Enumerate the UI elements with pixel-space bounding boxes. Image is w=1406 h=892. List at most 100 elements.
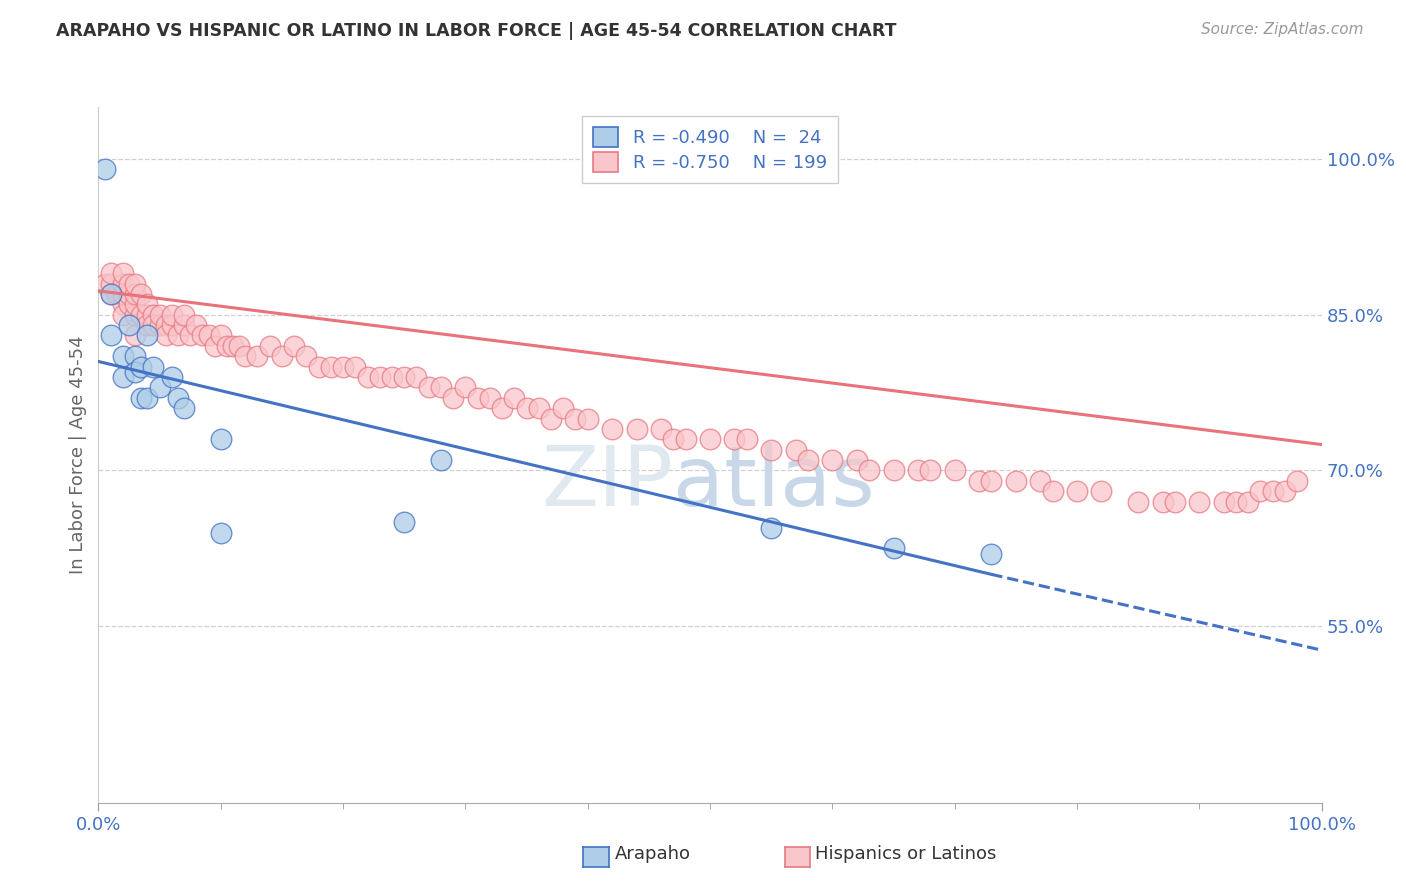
Point bbox=[515, 401, 537, 416]
Point bbox=[1261, 484, 1284, 499]
Point bbox=[209, 525, 232, 540]
Point bbox=[761, 520, 783, 534]
Point bbox=[111, 297, 134, 311]
Point bbox=[967, 474, 990, 488]
Point bbox=[246, 349, 269, 363]
Point bbox=[111, 277, 134, 291]
Point bbox=[405, 370, 427, 384]
Point bbox=[228, 339, 250, 353]
Point bbox=[626, 422, 648, 436]
Point bbox=[124, 287, 146, 301]
Point bbox=[100, 266, 122, 280]
Point bbox=[129, 391, 152, 405]
Point bbox=[124, 328, 146, 343]
Point bbox=[418, 380, 440, 394]
Point bbox=[111, 287, 134, 301]
Point bbox=[124, 365, 146, 379]
Point bbox=[155, 318, 177, 332]
Point bbox=[332, 359, 354, 374]
Point bbox=[124, 277, 146, 291]
Point bbox=[858, 463, 880, 477]
Point bbox=[845, 453, 868, 467]
Point bbox=[222, 339, 245, 353]
Point bbox=[675, 433, 697, 447]
Point bbox=[540, 411, 562, 425]
Point bbox=[204, 339, 226, 353]
Point bbox=[295, 349, 318, 363]
Point bbox=[283, 339, 305, 353]
Point bbox=[1066, 484, 1088, 499]
Point bbox=[118, 277, 141, 291]
Point bbox=[1274, 484, 1296, 499]
Point bbox=[100, 287, 122, 301]
Point bbox=[650, 422, 672, 436]
Point bbox=[319, 359, 342, 374]
Point bbox=[821, 453, 844, 467]
Point bbox=[142, 359, 165, 374]
Point bbox=[111, 266, 134, 280]
Point bbox=[100, 277, 122, 291]
Point bbox=[191, 328, 214, 343]
Point bbox=[136, 318, 159, 332]
Point bbox=[1225, 494, 1247, 508]
Point bbox=[441, 391, 464, 405]
Point bbox=[564, 411, 586, 425]
Point bbox=[344, 359, 367, 374]
Point bbox=[118, 318, 141, 332]
Point bbox=[797, 453, 820, 467]
Point bbox=[167, 391, 190, 405]
Point bbox=[149, 380, 172, 394]
Point bbox=[160, 318, 183, 332]
Point bbox=[136, 297, 159, 311]
Point bbox=[111, 370, 134, 384]
Point bbox=[129, 287, 152, 301]
Point bbox=[1152, 494, 1174, 508]
Point bbox=[785, 442, 807, 457]
Point bbox=[478, 391, 501, 405]
Point bbox=[100, 287, 122, 301]
Point bbox=[980, 547, 1002, 561]
Point bbox=[118, 297, 141, 311]
Point bbox=[920, 463, 942, 477]
Text: Hispanics or Latinos: Hispanics or Latinos bbox=[815, 845, 997, 863]
Point bbox=[1249, 484, 1271, 499]
Point bbox=[943, 463, 966, 477]
Point bbox=[553, 401, 575, 416]
Point bbox=[167, 328, 190, 343]
Point bbox=[662, 433, 685, 447]
Point bbox=[308, 359, 330, 374]
Point bbox=[111, 349, 134, 363]
Point bbox=[1029, 474, 1052, 488]
Text: ZIP: ZIP bbox=[541, 442, 673, 524]
Point bbox=[883, 541, 905, 556]
Point bbox=[430, 453, 453, 467]
Point bbox=[173, 308, 195, 322]
Point bbox=[111, 308, 134, 322]
Point bbox=[1286, 474, 1309, 488]
Point bbox=[527, 401, 550, 416]
Point bbox=[118, 287, 141, 301]
Point bbox=[93, 162, 115, 177]
Point bbox=[233, 349, 256, 363]
Point bbox=[179, 328, 201, 343]
Point bbox=[1090, 484, 1112, 499]
Point bbox=[136, 328, 159, 343]
Point bbox=[215, 339, 238, 353]
Point bbox=[124, 308, 146, 322]
Point bbox=[600, 422, 623, 436]
Point bbox=[124, 349, 146, 363]
Point bbox=[197, 328, 219, 343]
Point bbox=[454, 380, 477, 394]
Text: atlas: atlas bbox=[673, 442, 875, 524]
Point bbox=[392, 370, 416, 384]
Point bbox=[735, 433, 758, 447]
Point bbox=[209, 328, 232, 343]
Point bbox=[883, 463, 905, 477]
Point bbox=[1237, 494, 1260, 508]
Point bbox=[124, 297, 146, 311]
Point bbox=[1212, 494, 1234, 508]
Point bbox=[270, 349, 294, 363]
Point bbox=[149, 318, 172, 332]
Point bbox=[699, 433, 721, 447]
Point bbox=[1188, 494, 1211, 508]
